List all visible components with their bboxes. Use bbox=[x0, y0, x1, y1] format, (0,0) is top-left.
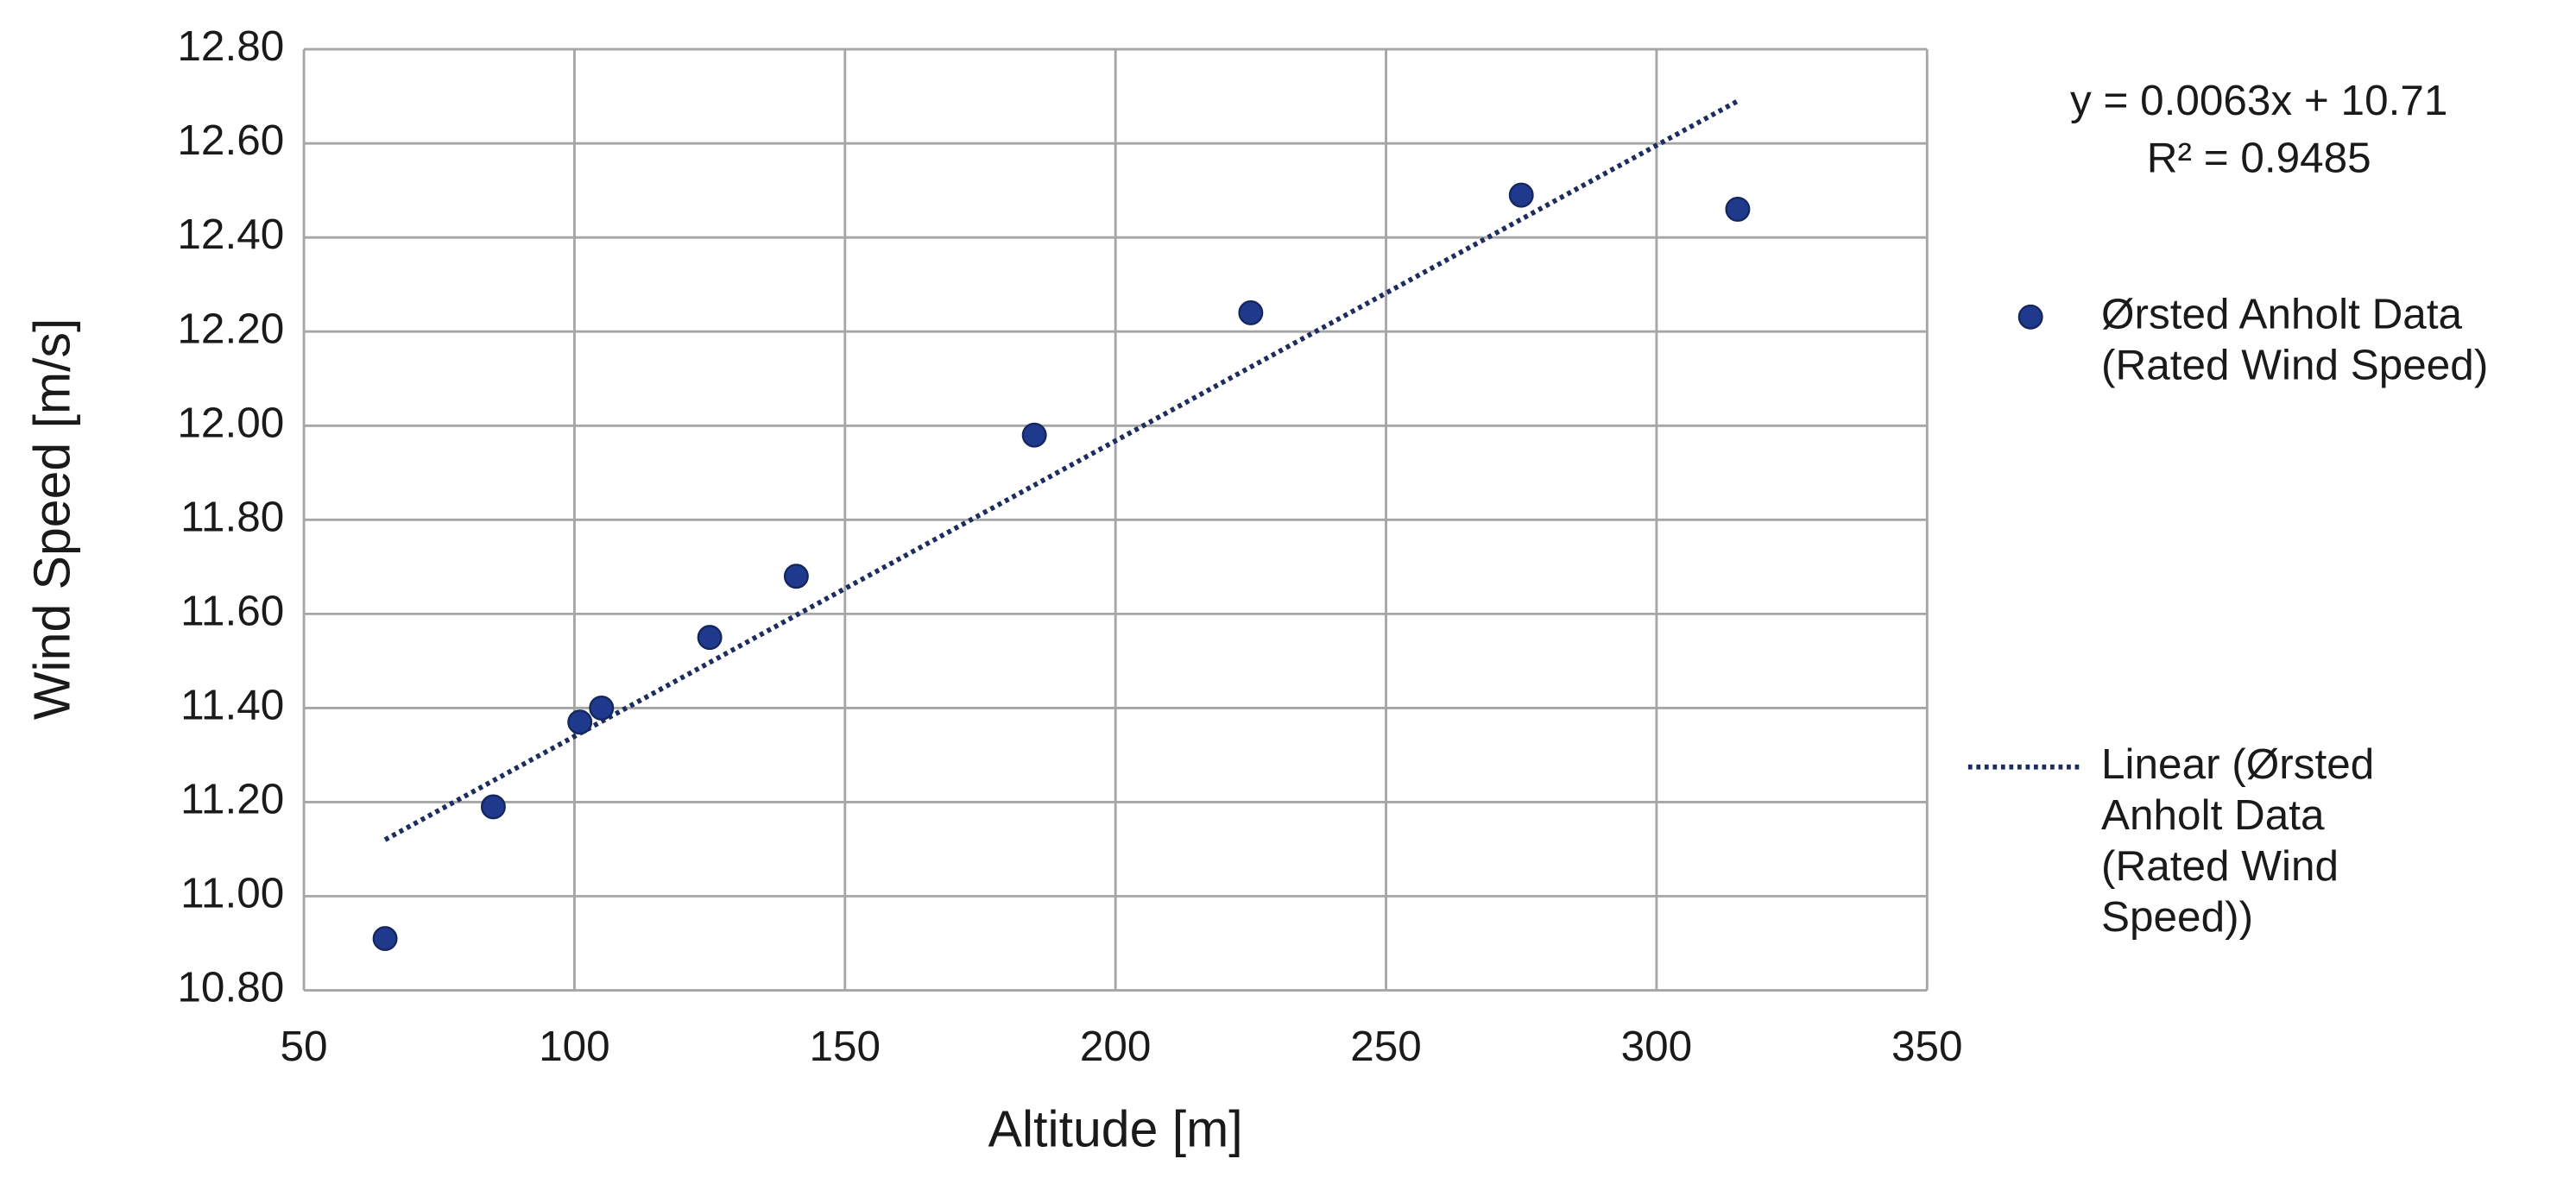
y-tick-label: 11.60 bbox=[180, 587, 284, 634]
data-point bbox=[480, 794, 506, 820]
y-tick-label: 12.80 bbox=[177, 22, 284, 70]
y-axis-title: Wind Speed [m/s] bbox=[23, 318, 80, 721]
y-tick-label: 10.80 bbox=[177, 964, 284, 1011]
x-tick-label: 100 bbox=[539, 1023, 610, 1070]
data-point bbox=[1725, 197, 1751, 222]
x-tick-label: 350 bbox=[1891, 1023, 1963, 1070]
x-tick-label: 50 bbox=[281, 1023, 328, 1070]
y-tick-label: 11.20 bbox=[180, 776, 284, 823]
y-tick-label: 11.80 bbox=[180, 493, 284, 540]
data-point bbox=[567, 709, 593, 735]
data-point bbox=[1238, 299, 1264, 325]
data-point bbox=[1508, 182, 1534, 208]
data-point bbox=[589, 695, 615, 721]
x-tick-label: 250 bbox=[1350, 1023, 1422, 1070]
x-tick-label: 150 bbox=[810, 1023, 881, 1070]
y-tick-label: 12.60 bbox=[177, 117, 284, 164]
y-tick-label: 11.40 bbox=[180, 681, 284, 728]
y-tick-label: 12.00 bbox=[177, 399, 284, 446]
y-tick-label: 12.20 bbox=[177, 305, 284, 352]
y-tick-label: 11.00 bbox=[180, 870, 284, 917]
x-tick-label: 200 bbox=[1080, 1023, 1152, 1070]
x-tick-label: 300 bbox=[1621, 1023, 1693, 1070]
data-point bbox=[1021, 422, 1047, 448]
legend-label: Ørsted Anholt Data (Rated Wind Speed) bbox=[2101, 288, 2489, 390]
legend-entry: Ørsted Anholt Data (Rated Wind Speed) bbox=[2101, 288, 2489, 390]
data-point bbox=[697, 625, 723, 651]
data-point bbox=[783, 564, 809, 589]
trendline-equation: y = 0.0063x + 10.71 bbox=[2070, 77, 2447, 124]
x-axis-title: Altitude [m] bbox=[988, 1101, 1243, 1158]
data-point bbox=[372, 926, 398, 952]
legend-label: Linear (Ørsted Anholt Data (Rated Wind S… bbox=[2101, 739, 2375, 942]
r-squared: R² = 0.9485 bbox=[2147, 135, 2371, 182]
legend-entry: Linear (Ørsted Anholt Data (Rated Wind S… bbox=[2101, 739, 2375, 942]
y-tick-label: 12.40 bbox=[177, 211, 284, 258]
legend-swatch bbox=[2017, 304, 2043, 330]
